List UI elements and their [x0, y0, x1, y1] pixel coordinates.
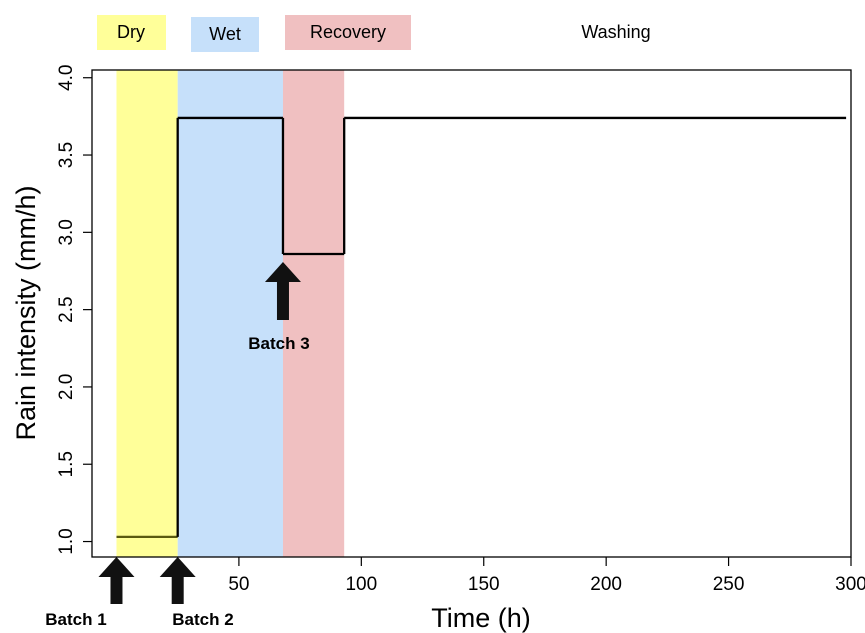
x-axis-title: Time (h)	[431, 603, 531, 633]
y-tick-label: 2.0	[56, 374, 77, 400]
y-tick-label: 3.0	[56, 219, 77, 245]
x-tick-label: 250	[713, 574, 745, 595]
y-tick-label: 2.5	[56, 296, 77, 322]
x-tick-label: 50	[228, 574, 249, 595]
y-tick-label: 1.5	[56, 451, 77, 477]
legend: Dry Wet Recovery Washing	[97, 15, 651, 52]
phase-band-wet	[177, 70, 283, 557]
batch-2-arrow-icon	[159, 557, 196, 604]
x-axis: 50 100 150 200 250 300	[228, 557, 865, 595]
y-axis-title: Rain intensity (mm/h)	[11, 185, 41, 440]
batch-2-label: Batch 2	[172, 610, 233, 629]
x-tick-label: 300	[835, 574, 865, 595]
legend-washing-label: Washing	[581, 22, 650, 42]
x-tick-label: 100	[345, 574, 377, 595]
annotation-layer: Batch 1 Batch 2 Batch 3	[45, 261, 310, 629]
batch-3-arrow-icon	[264, 261, 301, 320]
batch-3-label: Batch 3	[248, 334, 309, 353]
legend-recovery-box	[285, 15, 411, 50]
x-tick-label: 200	[590, 574, 622, 595]
legend-dry-label: Dry	[117, 22, 145, 42]
phase-band-dry	[116, 70, 178, 557]
y-tick-label: 1.0	[56, 528, 77, 554]
x-tick-label: 150	[468, 574, 500, 595]
y-tick-label: 3.5	[56, 142, 77, 168]
legend-wet-label: Wet	[209, 24, 241, 44]
plot-frame	[91, 69, 852, 558]
legend-dry-box	[97, 15, 166, 50]
phase-band-recovery	[282, 70, 345, 557]
batch-1-label: Batch 1	[45, 610, 106, 629]
legend-wet-box	[191, 17, 259, 52]
y-axis: 1.0 1.5 2.0 2.5 3.0 3.5 4.0	[56, 65, 92, 555]
y-tick-label: 4.0	[56, 65, 77, 91]
series-layer	[116, 116, 847, 539]
phase-bands	[116, 70, 345, 557]
batch-1-arrow-icon	[98, 557, 135, 604]
legend-recovery-label: Recovery	[310, 22, 386, 42]
